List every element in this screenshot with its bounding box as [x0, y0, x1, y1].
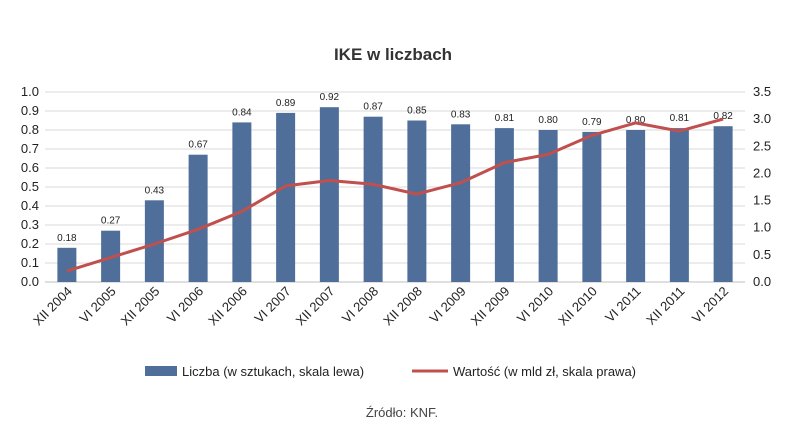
y-right-tick-label: 2.5: [753, 138, 771, 153]
bar: [363, 116, 383, 282]
legend-label-liczba: Liczba (w sztukach, skala lewa): [182, 364, 364, 379]
bar-data-label: 0.82: [713, 111, 733, 122]
x-tick-label: VI 2005: [76, 284, 118, 326]
x-tick-label: VI 2006: [164, 284, 206, 326]
x-tick-label: XII 2009: [468, 284, 513, 329]
y-right-tick-label: 2.0: [753, 165, 771, 180]
y-left-tick-label: 0.3: [21, 217, 39, 232]
line-series: [66, 117, 724, 273]
x-tick-label: VI 2007: [251, 284, 293, 326]
bar: [276, 112, 296, 283]
bar: [538, 130, 558, 282]
bar-data-label: 0.87: [363, 102, 383, 113]
x-tick-label: VI 2012: [689, 284, 731, 326]
y-right-tick-label: 1.0: [753, 220, 771, 235]
value-line: [66, 117, 724, 273]
bar-data-label: 0.79: [582, 117, 602, 128]
y-left-tick-label: 0.1: [21, 255, 39, 270]
y-right-tick-label: 3.5: [753, 84, 771, 99]
bar: [188, 154, 208, 282]
x-tick-label: XII 2005: [118, 284, 163, 329]
bar-data-label: 0.83: [451, 109, 471, 120]
y-left-tick-label: 0.4: [21, 198, 39, 213]
bar: [57, 247, 77, 282]
y-axis-right: 0.0 0.5 1.0 1.5 2.0 2.5 3.0 3.5: [753, 84, 771, 289]
x-tick-label: VI 2008: [339, 284, 381, 326]
x-tick-label: XII 2008: [380, 284, 425, 329]
bar-data-label: 0.80: [626, 115, 646, 126]
bar-data-label: 0.27: [101, 216, 121, 227]
bar-data-label: 0.84: [232, 107, 252, 118]
bar: [669, 128, 689, 282]
x-tick-label: VI 2009: [426, 284, 468, 326]
x-tick-label: VI 2011: [602, 284, 644, 326]
y-left-tick-label: 0.9: [21, 103, 39, 118]
bar-data-label: 0.81: [670, 113, 690, 124]
bar-data-label: 0.85: [407, 106, 427, 117]
bar-data-label: 0.18: [57, 233, 77, 244]
x-tick-label: XII 2010: [555, 284, 600, 329]
x-tick-label: XII 2004: [30, 284, 75, 329]
bar: [451, 124, 471, 282]
bar: [626, 130, 646, 282]
y-left-tick-label: 0.5: [21, 179, 39, 194]
y-axis-left: 0.0 0.1 0.2 0.3 0.4 0.5 0.6 0.7 0.8 0.9 1.0: [21, 84, 39, 289]
source-note: Źródło: KNF.: [366, 405, 438, 420]
bar-data-label: 0.67: [188, 140, 208, 151]
bar-data-label: 0.43: [145, 185, 165, 196]
bar: [144, 200, 164, 282]
y-left-tick-label: 0.8: [21, 122, 39, 137]
legend: Liczba (w sztukach, skala lewa) Wartość …: [145, 364, 636, 379]
chart-title: IKE w liczbach: [334, 45, 452, 64]
y-left-tick-label: 0.7: [21, 141, 39, 156]
y-right-tick-label: 1.5: [753, 193, 771, 208]
y-right-tick-label: 0.5: [753, 247, 771, 262]
bar-data-label: 0.89: [276, 98, 296, 109]
bar-data-label: 0.80: [538, 115, 558, 126]
x-tick-label: XII 2006: [205, 284, 250, 329]
bar: [713, 126, 733, 282]
bar: [494, 128, 514, 282]
bar-data-labels: 0.18 0.27 0.43 0.67 0.84 0.89 0.92 0.87 0.85 0.83…: [57, 92, 733, 244]
x-tick-label: XII 2011: [643, 284, 687, 328]
legend-label-wartosc: Wartość (w mld zł, skala prawa): [453, 364, 636, 379]
y-right-tick-label: 3.0: [753, 111, 771, 126]
bar-data-label: 0.92: [320, 92, 340, 103]
bar: [407, 120, 427, 282]
x-tick-label: VI 2010: [514, 284, 556, 326]
y-right-tick-label: 0.0: [753, 274, 771, 289]
legend-swatch-bar: [145, 366, 177, 376]
bar-data-label: 0.81: [495, 113, 515, 124]
bar: [582, 131, 602, 282]
bar: [319, 107, 339, 282]
y-left-tick-label: 0.2: [21, 236, 39, 251]
y-left-tick-label: 1.0: [21, 84, 39, 99]
y-left-tick-label: 0.0: [21, 274, 39, 289]
bar: [232, 122, 252, 283]
y-left-tick-label: 0.6: [21, 160, 39, 175]
x-tick-label: XII 2007: [293, 284, 338, 329]
